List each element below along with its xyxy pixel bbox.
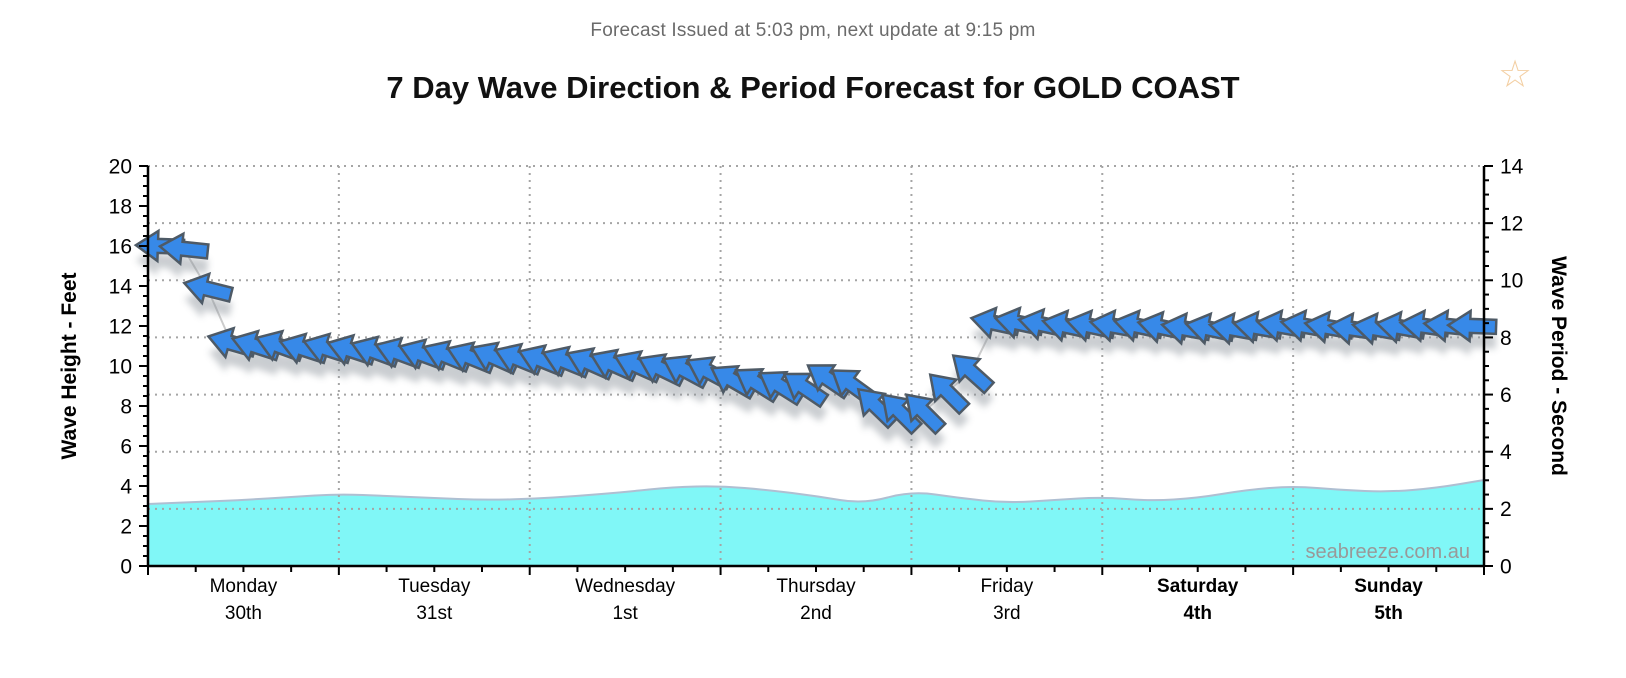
svg-text:Wednesday: Wednesday xyxy=(575,576,675,597)
svg-text:1st: 1st xyxy=(612,603,638,624)
svg-text:2: 2 xyxy=(120,515,132,538)
svg-text:6: 6 xyxy=(1500,384,1512,407)
svg-text:2nd: 2nd xyxy=(800,603,832,624)
page-title: 7 Day Wave Direction & Period Forecast f… xyxy=(386,70,1240,105)
svg-text:20: 20 xyxy=(109,155,132,178)
svg-text:3rd: 3rd xyxy=(993,603,1020,624)
svg-text:4: 4 xyxy=(1500,441,1512,464)
svg-text:10: 10 xyxy=(1500,270,1523,293)
axis-ticks xyxy=(139,165,1493,575)
day-labels: Monday 30th Tuesday 31st Wednesday 1st Thursda… xyxy=(210,576,1424,624)
svg-text:8: 8 xyxy=(1500,327,1512,350)
svg-text:12: 12 xyxy=(109,315,132,338)
svg-text:Thursday: Thursday xyxy=(776,576,856,597)
svg-text:16: 16 xyxy=(109,235,132,258)
svg-text:4th: 4th xyxy=(1183,603,1212,624)
svg-text:14: 14 xyxy=(1500,155,1524,178)
svg-text:Monday: Monday xyxy=(210,576,278,597)
svg-text:18: 18 xyxy=(109,195,132,218)
svg-text:0: 0 xyxy=(1500,555,1512,578)
svg-text:5th: 5th xyxy=(1374,603,1403,624)
forecast-issued-text: Forecast Issued at 5:03 pm, next update … xyxy=(590,20,1036,41)
svg-text:30th: 30th xyxy=(225,603,262,624)
svg-text:Sunday: Sunday xyxy=(1354,576,1423,597)
favorite-star-icon[interactable]: ☆ xyxy=(1498,54,1533,96)
watermark-text: seabreeze.com.au xyxy=(1305,541,1470,563)
svg-text:seabreeze.com.au: seabreeze.com.au xyxy=(1305,541,1470,563)
svg-text:31st: 31st xyxy=(416,603,453,624)
arrow-shadows xyxy=(135,245,1497,449)
svg-text:12: 12 xyxy=(1500,212,1523,235)
svg-text:Saturday: Saturday xyxy=(1157,576,1239,597)
svg-text:4: 4 xyxy=(120,475,132,498)
svg-text:Friday: Friday xyxy=(980,576,1033,597)
svg-text:2: 2 xyxy=(1500,498,1512,521)
svg-text:0: 0 xyxy=(120,555,132,578)
svg-text:14: 14 xyxy=(109,275,133,298)
svg-text:Tuesday: Tuesday xyxy=(398,576,471,597)
axis-titles: Wave Height - Feet Wave Period - Second xyxy=(58,256,1570,476)
svg-text:8: 8 xyxy=(120,395,132,418)
svg-text:10: 10 xyxy=(109,355,132,378)
svg-text:6: 6 xyxy=(120,435,132,458)
wave-height-area xyxy=(147,479,1485,566)
svg-text:Wave Height - Feet: Wave Height - Feet xyxy=(58,272,81,459)
svg-text:Wave Period - Second: Wave Period - Second xyxy=(1547,256,1570,476)
axis-tick-labels: 0 2 4 6 8 10 12 14 16 18 20 0 2 4 6 8 10 12 14 xyxy=(109,155,1524,578)
